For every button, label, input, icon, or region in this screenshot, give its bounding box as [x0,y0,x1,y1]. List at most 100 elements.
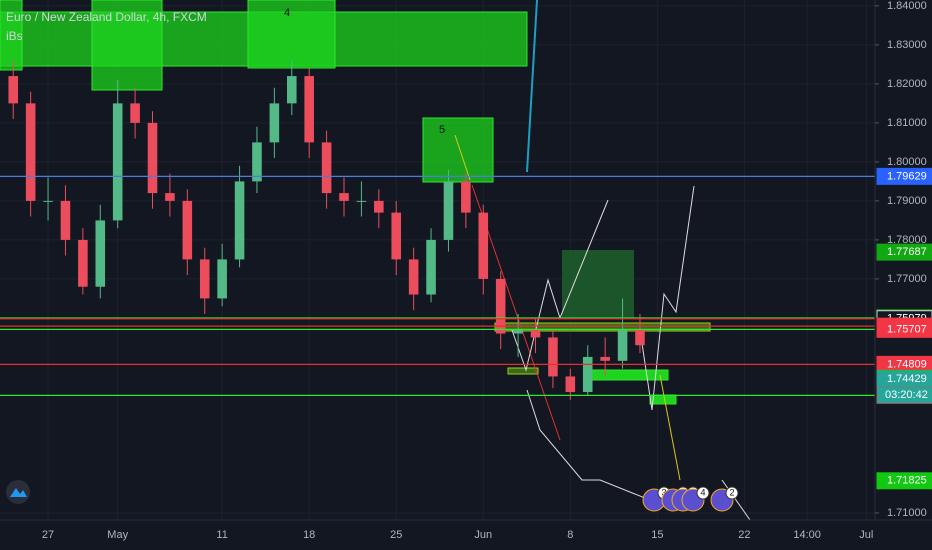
chart-title: Euro / New Zealand Dollar, 4h, FXCM [6,10,207,24]
y-tick-label: 1.77000 [887,273,927,285]
candle-body [95,220,106,287]
zone [507,367,539,375]
candle-body [582,356,593,393]
y-tick-label: 1.82000 [887,78,927,90]
candle-body [548,337,558,377]
candle-body [408,259,419,295]
candle-body [339,193,349,201]
projection [526,389,651,501]
candle-body [8,76,19,104]
candle-body [495,278,506,334]
trend-line [526,0,538,173]
price-marker [876,167,932,185]
y-tick-label: 1.79000 [887,195,927,207]
candle-body [269,103,280,143]
y-tick-label: 1.78000 [887,234,927,246]
axes: 27 May 11 18 25 Jun 8 15 22 14:00 Jul1.710001.7700… [42,0,932,541]
candle-body [60,200,71,240]
event-badge [696,486,710,500]
candle-body [217,259,227,299]
annotation: 5 [439,124,445,136]
zone [91,0,163,91]
candle-body [234,181,245,260]
zone [494,322,711,332]
x-tick-label: 15 [651,529,663,541]
candle-body [513,329,523,334]
countdown-box [877,387,932,404]
y-tick-label: 1.83000 [887,39,927,51]
x-tick-label: 18 [303,529,315,541]
candle-body [252,142,262,182]
candle-body [321,142,332,194]
candle-body [530,329,541,338]
grid [0,0,875,520]
zone [0,0,23,71]
x-tick-label: 25 [390,529,402,541]
projection [639,185,695,411]
annotation: 4 [284,7,290,19]
y-tick-label: 1.81000 [887,117,927,129]
event-count: 2 [729,487,734,497]
zone [562,250,634,318]
x-tick-label: 14:00 [793,529,821,541]
y-tick-label: 1.80000 [887,156,927,168]
y-tick-label: 1.84000 [887,0,927,12]
candle-body [112,103,123,221]
price-marker-label: 1.71825 [887,475,927,487]
candle-body [426,239,436,295]
events: 33242 [642,486,739,512]
x-tick-label: 27 [42,529,54,541]
candle-body [25,103,36,201]
candle-body [478,212,489,279]
logo [6,480,30,504]
drawings [0,0,751,521]
zone [422,117,494,183]
candle-body [182,200,193,260]
candles [8,60,645,400]
candle-body [391,212,402,260]
x-tick-label: 8 [567,529,573,541]
x-tick-label: May [107,529,128,541]
zone [247,0,336,69]
candle-body [78,239,88,287]
price-marker [876,320,932,338]
event-count: 3 [661,487,666,497]
indicator-name: iBs [6,29,23,43]
logo-mark [10,488,27,497]
x-tick-label: Jun [474,529,492,541]
candle-body [130,103,140,123]
price-marker-label: 1.74809 [887,358,927,370]
price-marker-label: 1.75707 [887,323,927,335]
candle-body [147,122,158,194]
candle-body [43,200,53,202]
price-marker-label: 1.79629 [887,170,927,182]
candle-body [617,329,628,361]
candle-body [356,200,367,202]
candle-body [199,259,210,299]
price-axis [875,0,932,550]
event-badge [725,486,739,500]
x-tick-label: 11 [216,529,227,541]
projection [721,479,751,521]
levels [0,175,875,396]
candle-body [565,376,576,393]
x-tick-label: Jul [859,529,873,541]
price-marker [876,243,932,261]
candle-body [304,76,314,143]
x-tick-label: 22 [738,529,750,541]
candle-body [635,329,645,346]
candle-body [374,200,384,213]
candle-body [286,76,297,104]
y-tick-label: 1.71000 [887,507,927,519]
countdown: 03:20:42 [885,389,928,401]
candle-body [443,181,454,240]
projection [511,199,609,372]
candle-body [165,193,175,201]
event-count: 4 [700,487,705,497]
candle-body [600,356,610,361]
price-marker [876,472,932,490]
trend-line [454,134,471,181]
